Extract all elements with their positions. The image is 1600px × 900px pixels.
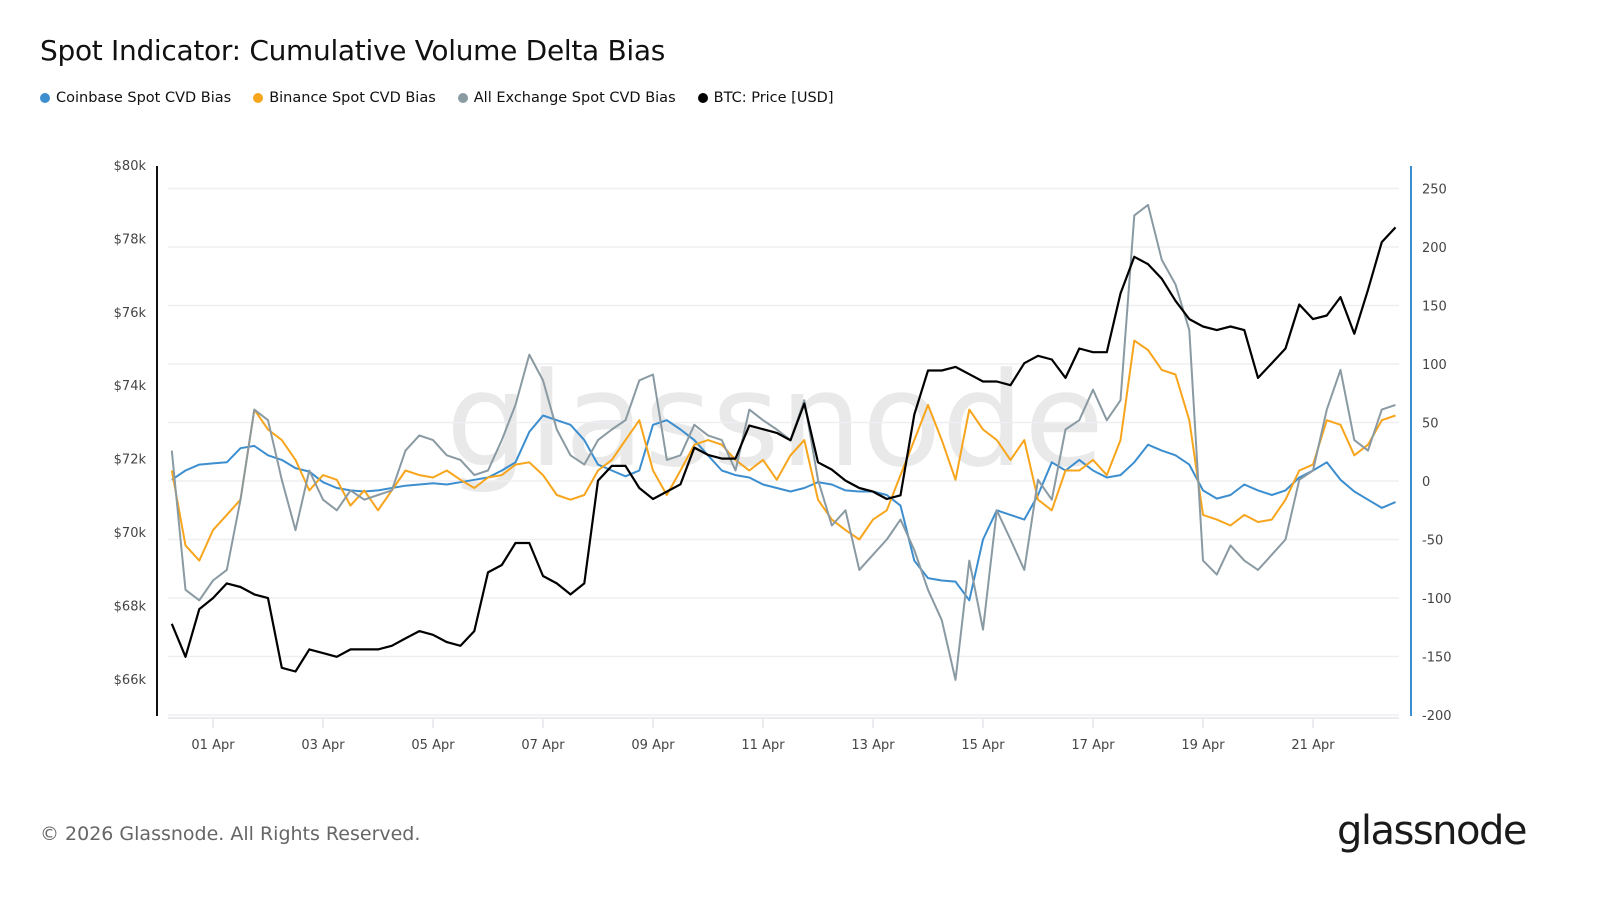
y-left-tick-label: $78k: [114, 232, 147, 247]
watermark: glassnode: [446, 344, 1104, 496]
y-right-tick-label: -150: [1422, 651, 1452, 666]
x-tick-label: 17 Apr: [1071, 738, 1115, 753]
x-tick-label: 03 Apr: [301, 738, 345, 753]
x-tick-label: 11 Apr: [741, 738, 785, 753]
x-tick-label: 15 Apr: [961, 738, 1005, 753]
legend: Coinbase Spot CVD Bias Binance Spot CVD …: [40, 90, 833, 106]
coinbase-cvd-line: [171, 414, 1396, 602]
y-right-tick-label: -200: [1422, 709, 1452, 724]
x-tick-label: 07 Apr: [521, 738, 565, 753]
x-tick-label: 05 Apr: [411, 738, 455, 753]
legend-label: All Exchange Spot CVD Bias: [473, 90, 676, 106]
legend-label: Binance Spot CVD Bias: [269, 90, 436, 106]
chart-title: Spot Indicator: Cumulative Volume Delta …: [40, 34, 666, 67]
legend-item-binance[interactable]: Binance Spot CVD Bias: [253, 90, 436, 106]
y-right-tick-label: 150: [1422, 300, 1447, 315]
binance-cvd-line: [170, 339, 1396, 562]
x-tick-label: 01 Apr: [191, 738, 235, 753]
legend-dot: [253, 93, 264, 103]
y-left-tick-label: $76k: [114, 306, 147, 321]
glassnode-logo: glassnode: [1336, 808, 1528, 854]
y-left-tick-label: $80k: [114, 159, 147, 174]
y-right-tick-label: 0: [1422, 475, 1430, 490]
y-right-tick-label: 100: [1422, 358, 1447, 373]
y-left-tick-label: $66k: [114, 673, 147, 688]
legend-dot: [40, 93, 50, 103]
legend-dot: [457, 93, 468, 103]
y-right-tick-label: 200: [1422, 241, 1447, 256]
y-right-tick-label: -100: [1422, 592, 1452, 607]
copyright: © 2026 Glassnode. All Rights Reserved.: [40, 823, 421, 845]
x-tick-label: 13 Apr: [851, 738, 895, 753]
all-exchange-cvd-line: [170, 203, 1396, 681]
y-left-tick-label: $68k: [114, 599, 147, 614]
y-left-tick-label: $72k: [114, 453, 147, 468]
legend-label: Coinbase Spot CVD Bias: [56, 90, 232, 106]
y-left-tick-label: $74k: [114, 379, 147, 394]
legend-dot: [697, 93, 708, 103]
btc-price-line: [170, 226, 1397, 673]
legend-item-all-exchange[interactable]: All Exchange Spot CVD Bias: [457, 90, 676, 106]
y-right-tick-label: 50: [1422, 417, 1439, 432]
x-tick-label: 09 Apr: [631, 738, 675, 753]
legend-item-btc-price[interactable]: BTC: Price [USD]: [697, 90, 834, 106]
legend-label: BTC: Price [USD]: [713, 90, 834, 106]
legend-item-coinbase[interactable]: Coinbase Spot CVD Bias: [40, 90, 231, 106]
x-tick-label: 21 Apr: [1291, 738, 1335, 753]
y-right-tick-label: -50: [1422, 534, 1443, 549]
x-tick-label: 19 Apr: [1181, 738, 1225, 753]
y-left-tick-label: $70k: [114, 526, 147, 541]
y-right-tick-label: 250: [1422, 183, 1447, 198]
